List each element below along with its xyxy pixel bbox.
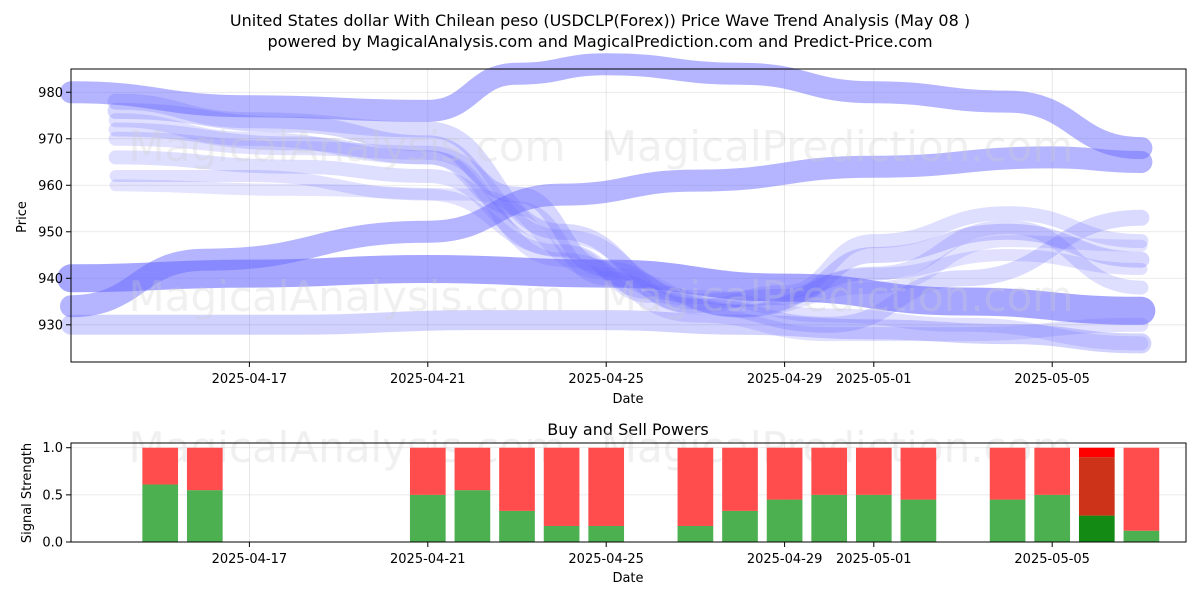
x-tick-label: 2025-04-25 [568, 372, 644, 387]
wave-band [109, 169, 1148, 317]
y-tick-label: 960 [38, 179, 63, 194]
buy-bar [588, 525, 625, 542]
x-tick-label: 2025-04-21 [390, 372, 466, 387]
buy-bar [499, 510, 535, 542]
top-x-axis-label: Date [612, 392, 643, 407]
wave-band [107, 93, 1150, 333]
buy-bar [1078, 515, 1115, 542]
top-y-ticks: 930 940 950 960 970 980 [38, 86, 71, 333]
price-wave-chart: MagicalAnalysis.com MagicalPrediction.co… [15, 53, 1187, 407]
buy-bar [454, 490, 491, 542]
buy-bar [900, 499, 937, 542]
sell-bar [588, 447, 625, 526]
x-tick-label: 2025-05-01 [836, 552, 912, 567]
x-tick-label: 2025-05-05 [1014, 372, 1090, 387]
watermark: MagicalPrediction.com [601, 122, 1074, 171]
sell-bar [811, 447, 848, 495]
wave-band [108, 122, 1149, 314]
sell-bar [186, 447, 223, 491]
watermark: MagicalAnalysis.com [129, 272, 566, 321]
y-tick-label: 950 [38, 225, 63, 240]
bottom-y-ticks: 0.0 0.5 1.0 [42, 441, 71, 551]
sell-bar [1123, 447, 1160, 531]
x-tick-label: 2025-04-17 [212, 552, 288, 567]
bottom-chart-title: Buy and Sell Powers [547, 420, 709, 439]
chart-title: United States dollar With Chilean peso (… [230, 11, 970, 30]
buy-bar [1123, 530, 1160, 542]
top-y-axis-label: Price [15, 201, 30, 233]
sell-bar [499, 447, 535, 511]
y-tick-label: 0.0 [42, 536, 63, 551]
buy-bar [855, 494, 892, 542]
wave-band [107, 102, 1150, 310]
buy-sell-power-chart: Buy and Sell Powers MagicalAnalysis.com … [20, 420, 1187, 586]
wave-band [109, 179, 1148, 317]
buy-bar [142, 484, 179, 542]
wave-band [60, 146, 1153, 318]
top-x-ticks: 2025-04-17 2025-04-21 2025-04-25 2025-04-29… [212, 362, 1090, 387]
buy-bar [1034, 494, 1071, 542]
buy-bar [811, 494, 848, 542]
wave-band [60, 53, 1153, 160]
buy-bar [989, 499, 1026, 542]
wave-band [108, 131, 1149, 351]
sell-bar [543, 447, 580, 526]
top-plot-frame [70, 68, 1187, 363]
y-tick-label: 980 [38, 86, 63, 101]
x-tick-label: 2025-04-25 [568, 552, 644, 567]
y-tick-label: 1.0 [42, 441, 63, 456]
sell-bar [409, 447, 446, 495]
sell-bar [677, 447, 714, 526]
wave-band [57, 255, 1156, 325]
wave-band [108, 150, 1149, 318]
x-tick-label: 2025-05-05 [1014, 552, 1090, 567]
buy-bar [409, 494, 446, 542]
bottom-x-axis-label: Date [612, 571, 643, 586]
chart-subtitle: powered by MagicalAnalysis.com and Magic… [267, 32, 932, 51]
wave-band [61, 310, 1152, 354]
y-tick-label: 940 [38, 272, 63, 287]
x-tick-label: 2025-05-01 [836, 372, 912, 387]
y-tick-label: 930 [38, 318, 63, 333]
sell-bar [989, 447, 1026, 500]
buy-bar [186, 490, 223, 542]
sell-bar [722, 447, 758, 511]
wave-bands [57, 53, 1156, 354]
y-tick-label: 970 [38, 132, 63, 147]
sell-bar [142, 447, 179, 485]
sell-bar [855, 447, 892, 495]
bottom-x-ticks: 2025-04-17 2025-04-21 2025-04-25 2025-04-29… [212, 542, 1090, 567]
x-tick-label: 2025-04-17 [212, 372, 288, 387]
buy-bar [677, 525, 714, 542]
bottom-y-axis-label: Signal Strength [20, 443, 35, 543]
x-tick-label: 2025-04-21 [390, 552, 466, 567]
signal-bars [142, 447, 1160, 542]
sell-bar [900, 447, 937, 500]
watermark: MagicalAnalysis.com [129, 122, 566, 171]
buy-bar [766, 499, 803, 542]
sell-bar [1078, 457, 1115, 516]
wave-band [108, 113, 1149, 342]
x-tick-label: 2025-04-29 [747, 372, 823, 387]
buy-bar [722, 510, 758, 542]
sell-bar [1078, 447, 1115, 458]
buy-bar [543, 525, 580, 542]
y-tick-label: 0.5 [42, 488, 63, 503]
sell-bar [766, 447, 803, 500]
bottom-plot-frame [70, 442, 1187, 543]
watermark: MagicalPrediction.com [601, 272, 1074, 321]
x-tick-label: 2025-04-29 [747, 552, 823, 567]
sell-bar [454, 447, 491, 491]
sell-bar [1034, 447, 1071, 495]
